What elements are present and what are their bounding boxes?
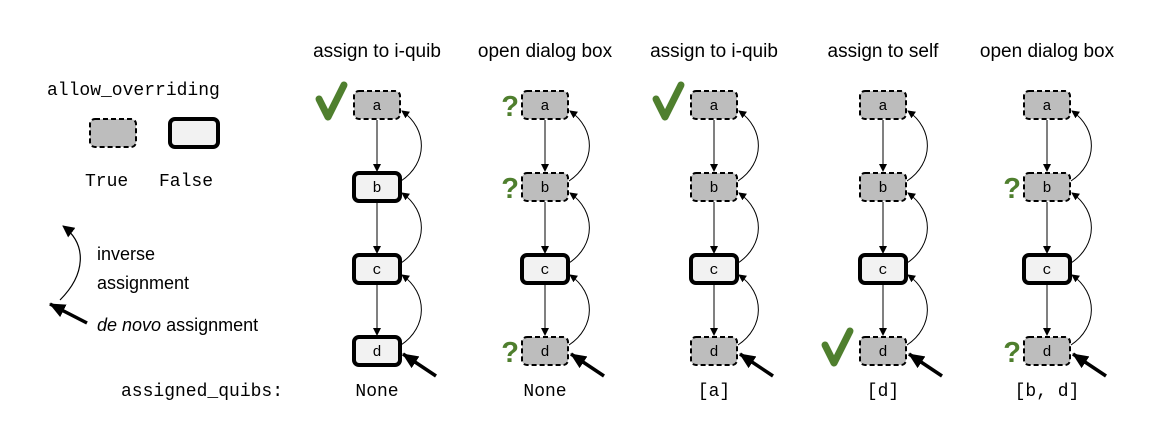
question-icon: ? bbox=[1003, 173, 1021, 205]
quib-node-label: b bbox=[540, 180, 549, 197]
inverse-assignment-arrow bbox=[1070, 274, 1092, 346]
quib-node-b bbox=[690, 172, 738, 202]
inverse-assignment-arrow bbox=[737, 110, 759, 182]
column-title: open dialog box bbox=[478, 41, 613, 62]
quib-node-d bbox=[352, 335, 402, 367]
quib-node-c bbox=[352, 253, 402, 285]
legend-inverse-label-2: assignment bbox=[97, 273, 189, 293]
denovo-assignment-arrow bbox=[739, 352, 774, 378]
denovo-assignment-arrow bbox=[402, 352, 437, 378]
check-icon bbox=[315, 81, 348, 121]
check-icon bbox=[652, 81, 685, 121]
inverse-assignment-arrow bbox=[906, 274, 928, 346]
quib-node-label: a bbox=[878, 98, 887, 115]
quib-node-label: c bbox=[540, 262, 549, 279]
inverse-assignment-arrow bbox=[1070, 192, 1092, 264]
quib-node-d bbox=[690, 336, 738, 366]
assigned-quibs-value: [b, d] bbox=[1015, 382, 1080, 402]
legend-denovo-italic: de novo bbox=[97, 315, 161, 335]
quib-node-b bbox=[521, 172, 569, 202]
legend-denovo-text: de novo assignment bbox=[97, 315, 258, 335]
quib-node-b bbox=[1023, 172, 1071, 202]
denovo-assignment-arrow bbox=[570, 352, 605, 378]
inverse-assignment-arrow bbox=[568, 192, 590, 264]
quib-node-label: d bbox=[540, 344, 549, 361]
legend: allow_overriding True False inverse assi… bbox=[47, 81, 283, 402]
inverse-assignment-arrow bbox=[400, 110, 422, 182]
quib-node-d bbox=[859, 336, 907, 366]
assigned-quibs-value: [d] bbox=[867, 382, 899, 402]
denovo-assignment-arrow bbox=[1072, 352, 1107, 378]
quib-node-a bbox=[1023, 90, 1071, 120]
column-title: assign to i-quib bbox=[313, 41, 441, 62]
quib-node-b bbox=[352, 171, 402, 203]
quib-node-label: d bbox=[709, 344, 718, 361]
column-5: open dialog box a b? c d? [b, d] bbox=[980, 41, 1115, 402]
legend-true-swatch bbox=[89, 118, 137, 148]
quib-node-label: d bbox=[1042, 344, 1051, 361]
assigned-quibs-value: None bbox=[355, 382, 398, 402]
quib-node-label: a bbox=[1042, 98, 1051, 115]
quib-node-a bbox=[859, 90, 907, 120]
quib-node-label: c bbox=[372, 262, 381, 279]
inverse-assignment-arrow bbox=[906, 192, 928, 264]
quib-node-label: b bbox=[372, 180, 381, 197]
quib-node-d bbox=[1023, 336, 1071, 366]
assigned-quibs-label: assigned_quibs: bbox=[121, 382, 283, 402]
quib-node-label: b bbox=[709, 180, 718, 197]
inverse-assignment-arrow bbox=[737, 192, 759, 264]
quib-node-b bbox=[859, 172, 907, 202]
quib-node-label: d bbox=[372, 344, 381, 361]
legend-denovo-arrow bbox=[49, 302, 88, 325]
question-icon: ? bbox=[1003, 337, 1021, 369]
legend-inverse-arrow bbox=[59, 225, 81, 301]
column-1: assign to i-quib a b c d None bbox=[313, 41, 441, 402]
column-title: open dialog box bbox=[980, 41, 1115, 62]
question-icon: ? bbox=[501, 337, 519, 369]
quib-node-label: a bbox=[372, 98, 381, 115]
quib-node-label: c bbox=[878, 262, 887, 279]
check-icon bbox=[821, 327, 854, 367]
quib-node-c bbox=[858, 253, 908, 285]
quib-node-c bbox=[689, 253, 739, 285]
quib-node-label: c bbox=[1042, 262, 1051, 279]
quib-node-label: d bbox=[878, 344, 887, 361]
assigned-quibs-value: [a] bbox=[698, 382, 730, 402]
question-icon: ? bbox=[501, 91, 519, 123]
legend-false-label: False bbox=[159, 172, 213, 192]
quib-node-label: a bbox=[709, 98, 718, 115]
question-icon: ? bbox=[501, 173, 519, 205]
assigned-quibs-value: None bbox=[523, 382, 566, 402]
column-title: assign to i-quib bbox=[650, 41, 778, 62]
inverse-assignment-arrow bbox=[568, 110, 590, 182]
inverse-assignment-arrow bbox=[400, 274, 422, 346]
quib-node-c bbox=[520, 253, 570, 285]
quib-node-label: b bbox=[1042, 180, 1051, 197]
inverse-assignment-arrow bbox=[737, 274, 759, 346]
legend-false-swatch bbox=[168, 117, 220, 149]
inverse-assignment-arrow bbox=[400, 192, 422, 264]
legend-inverse-label-1: inverse bbox=[97, 244, 155, 264]
inverse-assignment-arrow bbox=[568, 274, 590, 346]
inverse-assignment-arrow bbox=[906, 110, 928, 182]
quib-node-d bbox=[521, 336, 569, 366]
quib-node-label: b bbox=[878, 180, 887, 197]
quib-node-a bbox=[521, 90, 569, 120]
quib-node-label: c bbox=[709, 262, 718, 279]
quib-node-c bbox=[1022, 253, 1072, 285]
columns: assign to i-quib a b c d None open dialog box a… bbox=[313, 41, 1114, 402]
quib-node-a bbox=[690, 90, 738, 120]
legend-override-title: allow_overriding bbox=[47, 81, 220, 101]
legend-true-label: True bbox=[85, 172, 128, 192]
column-3: assign to i-quib a b c d [a] bbox=[650, 41, 778, 402]
inverse-assignment-arrow bbox=[1070, 110, 1092, 182]
quib-node-a bbox=[353, 90, 401, 120]
legend-denovo-rest: assignment bbox=[161, 315, 258, 335]
column-4: assign to self a b c d [d] bbox=[821, 41, 943, 402]
denovo-assignment-arrow bbox=[908, 352, 943, 378]
column-title: assign to self bbox=[828, 41, 940, 62]
quib-node-label: a bbox=[540, 98, 549, 115]
